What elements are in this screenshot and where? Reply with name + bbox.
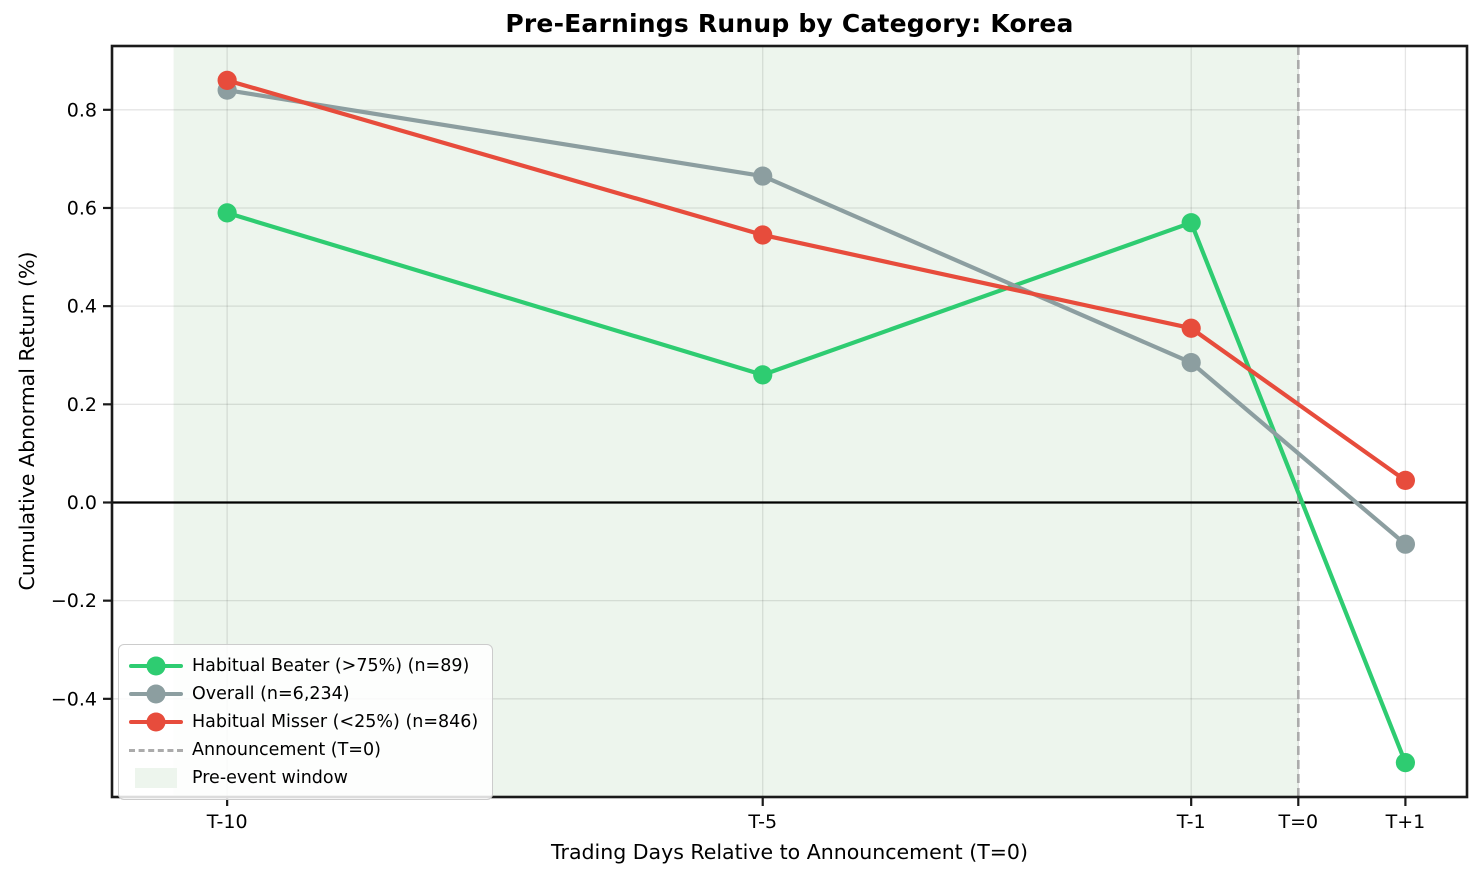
line-marker-swatch-red: [129, 711, 183, 733]
data-point-marker: [217, 70, 237, 90]
dashed-line-swatch: [129, 739, 183, 761]
data-point-marker: [217, 203, 237, 223]
series-line-1: [225, 88, 1408, 547]
series-line-0: [225, 210, 1408, 765]
x-tick-label: T+1: [1385, 811, 1426, 833]
legend-item-pre-event-window: Pre-event window: [129, 766, 478, 790]
x-tick-label: T-10: [206, 811, 248, 833]
series-line-2: [225, 78, 1408, 483]
data-point-marker: [1181, 213, 1201, 233]
data-point-marker: [753, 225, 773, 245]
legend-label-announcement: Announcement (T=0): [192, 740, 381, 760]
legend-item-announcement: Announcement (T=0): [129, 738, 478, 762]
chart-title: Pre-Earnings Runup by Category: Korea: [505, 9, 1074, 38]
y-tick-label: 0.0: [67, 492, 97, 514]
data-point-marker: [1181, 352, 1201, 373]
y-axis-title: Cumulative Abnormal Return (%): [15, 251, 39, 591]
data-point-marker: [1395, 753, 1416, 773]
y-tick-label: 0.2: [67, 394, 97, 416]
line-marker-swatch-green: [129, 655, 183, 677]
legend-item-overall: Overall (n=6,234): [129, 682, 478, 706]
shaded-patch-swatch: [129, 767, 183, 789]
data-point-marker: [1395, 470, 1416, 491]
y-tick-label: 0.6: [67, 197, 97, 219]
y-tick-label: 0.8: [67, 99, 97, 121]
legend-label-habitual-beater: Habitual Beater (>75%) (n=89): [192, 656, 470, 676]
legend-label-habitual-misser: Habitual Misser (<25%) (n=846): [192, 712, 479, 732]
x-tick-label: T=0: [1277, 811, 1318, 833]
y-tick-label: 0.4: [67, 296, 97, 318]
legend-item-habitual-beater: Habitual Beater (>75%) (n=89): [129, 654, 478, 678]
legend: Habitual Beater (>75%) (n=89) Overall (n…: [118, 644, 494, 800]
data-point-marker: [1395, 534, 1416, 554]
x-tick-label: T-5: [747, 811, 777, 833]
y-tick-label: −0.2: [51, 590, 97, 612]
legend-item-habitual-misser: Habitual Misser (<25%) (n=846): [129, 710, 478, 734]
x-tick-label: T-1: [1176, 811, 1206, 833]
y-tick-label: −0.4: [51, 688, 97, 710]
data-point-marker: [753, 166, 773, 186]
line-marker-swatch-gray: [129, 683, 183, 705]
legend-label-overall: Overall (n=6,234): [192, 684, 350, 704]
x-axis-title: Trading Days Relative to Announcement (T…: [551, 840, 1028, 864]
data-point-marker: [1181, 318, 1201, 338]
data-point-marker: [753, 365, 773, 385]
axes-spines: [110, 44, 1469, 799]
legend-label-pre-event-window: Pre-event window: [192, 768, 348, 788]
